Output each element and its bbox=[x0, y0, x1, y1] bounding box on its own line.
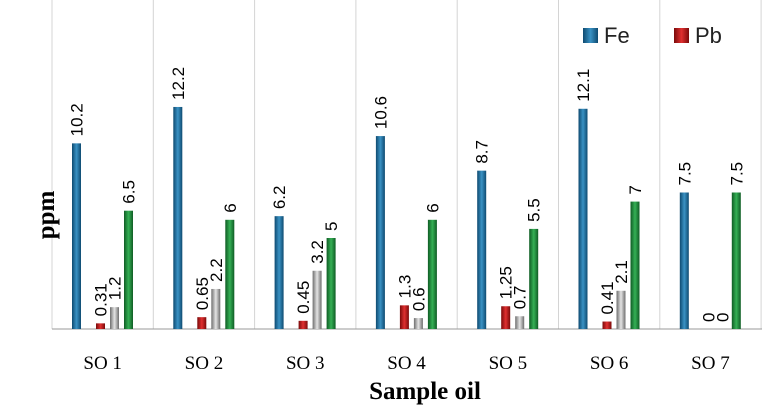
legend-item-fe: Fe bbox=[583, 23, 630, 48]
bar-fe bbox=[477, 171, 486, 329]
bar-pb bbox=[96, 323, 105, 329]
value-label: 7 bbox=[626, 185, 645, 194]
bar-gray bbox=[617, 291, 626, 329]
bar-gray bbox=[414, 318, 423, 329]
value-label: 3.2 bbox=[308, 240, 327, 264]
bar-fe bbox=[72, 143, 81, 329]
value-label: 0.41 bbox=[598, 281, 617, 314]
legend-label-fe: Fe bbox=[604, 23, 630, 48]
bar-fe bbox=[173, 107, 182, 329]
value-label: 12.2 bbox=[169, 67, 188, 100]
legend-label-pb: Pb bbox=[695, 23, 722, 48]
value-label: 0.6 bbox=[409, 287, 428, 311]
bar-fe bbox=[376, 136, 385, 329]
value-label: 1.2 bbox=[106, 277, 125, 301]
bar-pb bbox=[501, 306, 510, 329]
bar-green bbox=[631, 202, 640, 329]
category-label: SO 6 bbox=[590, 353, 629, 374]
value-label: 5 bbox=[322, 222, 341, 231]
bar-green bbox=[124, 211, 133, 329]
category-label: SO 7 bbox=[691, 353, 730, 374]
value-label: 6 bbox=[423, 203, 442, 212]
value-label: 6.5 bbox=[120, 180, 139, 204]
legend-item-pb: Pb bbox=[674, 23, 722, 48]
category-labels-layer: SO 1 SO 2 SO 3 SO 4 SO 5 SO 6 SO 7 bbox=[83, 353, 729, 374]
legend-swatch-fe bbox=[583, 28, 598, 43]
value-label: 8.7 bbox=[473, 140, 492, 164]
category-label: SO 3 bbox=[286, 353, 325, 374]
value-label: 6 bbox=[221, 203, 240, 212]
bar-gray bbox=[110, 307, 119, 329]
value-label: 6.2 bbox=[270, 186, 289, 210]
value-label: 0 bbox=[713, 313, 732, 322]
category-label: SO 4 bbox=[387, 353, 426, 374]
bar-green bbox=[529, 229, 538, 329]
category-label: SO 2 bbox=[185, 353, 224, 374]
bar-fe bbox=[680, 193, 689, 330]
y-axis-title: ppm bbox=[33, 191, 60, 240]
x-axis-title: Sample oil bbox=[369, 378, 481, 405]
value-label: 7.5 bbox=[675, 162, 694, 186]
category-label: SO 5 bbox=[489, 353, 528, 374]
bar-pb bbox=[400, 305, 409, 329]
value-label: 10.6 bbox=[371, 96, 390, 129]
value-labels-layer: 10.20.311.26.512.20.652.26 6.20.453.2510.… bbox=[68, 67, 747, 322]
bar-pb bbox=[197, 317, 206, 329]
bar-green bbox=[225, 220, 234, 329]
category-label: SO 1 bbox=[83, 353, 122, 374]
bar-green bbox=[327, 238, 336, 329]
value-label: 2.2 bbox=[207, 258, 226, 282]
value-label: 10.2 bbox=[68, 103, 87, 136]
bar-gray bbox=[313, 271, 322, 329]
value-label: 0.7 bbox=[511, 286, 530, 310]
value-label: 2.1 bbox=[612, 260, 631, 284]
bar-pb bbox=[603, 322, 612, 329]
value-label: 5.5 bbox=[525, 198, 544, 222]
bar-gray bbox=[211, 289, 220, 329]
bar-gray bbox=[515, 316, 524, 329]
bar-fe bbox=[579, 109, 588, 329]
legend-swatch-pb bbox=[674, 28, 689, 43]
value-label: 0.45 bbox=[294, 281, 313, 314]
bar-green bbox=[428, 220, 437, 329]
bar-green bbox=[732, 193, 741, 330]
value-label: 7.5 bbox=[727, 162, 746, 186]
legend: Fe Pb bbox=[583, 23, 722, 48]
bar-fe bbox=[275, 216, 284, 329]
value-label: 12.1 bbox=[574, 69, 593, 102]
bar-pb bbox=[299, 321, 308, 329]
